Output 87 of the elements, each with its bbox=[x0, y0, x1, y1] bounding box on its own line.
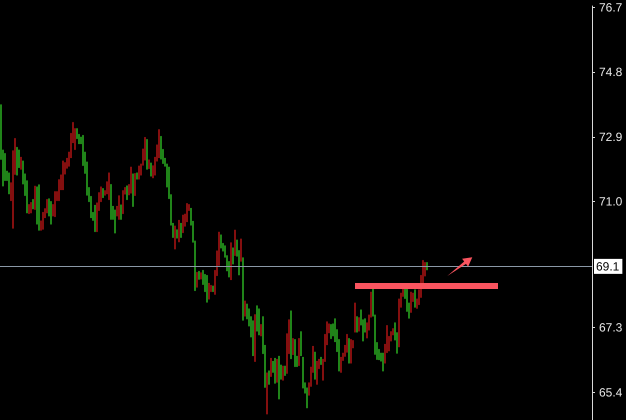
candlestick bbox=[102, 188, 104, 198]
candlestick bbox=[182, 214, 184, 234]
candlestick bbox=[278, 356, 280, 400]
candlestick bbox=[174, 226, 176, 250]
candlestick bbox=[282, 366, 284, 381]
y-tick-label: 74.8 bbox=[599, 65, 623, 80]
ref-line-label: 69.1 bbox=[596, 259, 620, 274]
candlestick bbox=[126, 185, 128, 200]
candlestick bbox=[20, 156, 22, 170]
y-tick-label: 71.0 bbox=[599, 194, 623, 209]
candlestick bbox=[212, 286, 214, 292]
candlestick bbox=[260, 324, 262, 336]
candlestick bbox=[354, 302, 356, 333]
candlestick bbox=[290, 310, 292, 360]
candlestick bbox=[358, 317, 360, 332]
candlestick bbox=[150, 162, 152, 176]
candlestick bbox=[320, 356, 322, 365]
y-tick-label: 65.4 bbox=[599, 385, 623, 400]
candlestick bbox=[114, 210, 116, 234]
candlestick bbox=[118, 195, 120, 220]
candlestick bbox=[314, 352, 316, 380]
candlestick bbox=[120, 204, 122, 220]
candlestick bbox=[356, 316, 358, 333]
candlestick bbox=[200, 272, 202, 280]
candlestick bbox=[158, 129, 160, 158]
candlestick bbox=[330, 324, 332, 340]
candlestick bbox=[256, 305, 258, 332]
candlestick bbox=[244, 300, 246, 317]
candlestick bbox=[180, 222, 182, 238]
candlestick bbox=[382, 352, 384, 372]
candlestick bbox=[108, 172, 110, 200]
candlestick bbox=[62, 160, 64, 190]
candlestick bbox=[316, 360, 318, 385]
candlestick bbox=[258, 308, 260, 336]
candlestick bbox=[16, 146, 18, 176]
candlestick bbox=[340, 356, 342, 373]
candlestick bbox=[414, 289, 416, 308]
candlestick bbox=[32, 199, 34, 210]
y-tick-label: 67.3 bbox=[599, 320, 623, 335]
candlestick bbox=[138, 166, 140, 180]
candlestick bbox=[130, 166, 132, 194]
candlestick bbox=[132, 174, 134, 207]
candlestick bbox=[348, 338, 350, 364]
candlestick bbox=[240, 238, 242, 262]
candlestick bbox=[134, 173, 136, 196]
candlestick bbox=[178, 220, 180, 242]
candlestick bbox=[42, 212, 44, 230]
candlestick bbox=[234, 230, 236, 256]
candlestick bbox=[28, 204, 30, 214]
candlestick bbox=[148, 160, 150, 169]
y-tick-label: 72.9 bbox=[599, 130, 623, 144]
candlestick bbox=[254, 314, 256, 362]
candlestick bbox=[276, 358, 278, 383]
candlestick bbox=[252, 320, 254, 356]
candlestick bbox=[266, 372, 268, 414]
candlestick bbox=[110, 184, 112, 220]
candlestick bbox=[268, 370, 270, 385]
candlestick bbox=[38, 184, 40, 231]
y-tick-label: 76.7 bbox=[599, 0, 623, 14]
candlestick bbox=[196, 272, 198, 288]
candlestick bbox=[274, 358, 276, 384]
candlestick bbox=[198, 270, 200, 280]
candlestick bbox=[270, 358, 272, 377]
candlestick bbox=[232, 247, 234, 264]
candlestick bbox=[300, 331, 302, 356]
candlestick bbox=[292, 338, 294, 356]
candlestick bbox=[220, 234, 222, 248]
candlestick bbox=[242, 257, 244, 321]
candlestick bbox=[284, 366, 286, 376]
candlestick bbox=[94, 204, 96, 232]
candlestick bbox=[176, 229, 178, 238]
candlestick bbox=[54, 191, 56, 218]
candlestick bbox=[146, 139, 148, 170]
candlestick bbox=[136, 172, 138, 180]
candlestick bbox=[346, 334, 348, 353]
candlestick bbox=[350, 339, 352, 364]
candlestick bbox=[34, 186, 36, 210]
candlestick bbox=[30, 202, 32, 214]
candlestick bbox=[294, 339, 296, 367]
candlestick bbox=[50, 201, 52, 225]
candlestick bbox=[298, 338, 300, 366]
candlestick bbox=[8, 172, 10, 194]
candlestick bbox=[410, 292, 412, 313]
candlestick bbox=[208, 282, 210, 300]
candlestick bbox=[230, 242, 232, 280]
candlestick bbox=[122, 190, 124, 214]
candlestick bbox=[206, 275, 208, 303]
